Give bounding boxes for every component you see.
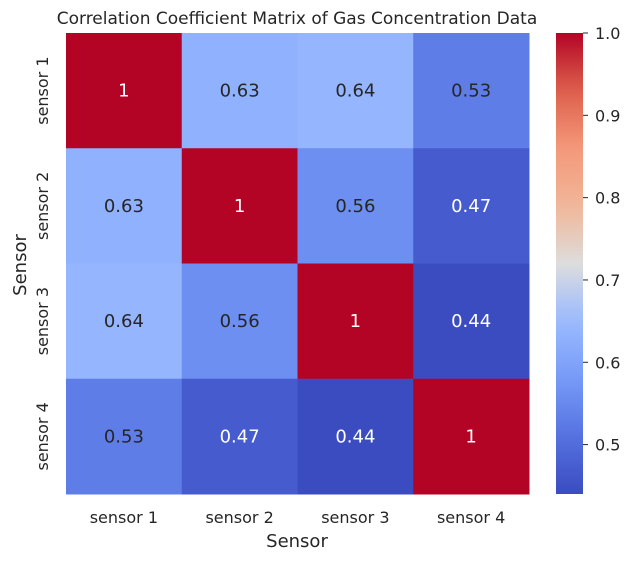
cell-annotation: 1 (350, 311, 361, 332)
heatmap-cell (66, 263, 183, 380)
cell-annotation: 1 (118, 81, 129, 102)
heatmap-cell (413, 148, 530, 264)
heatmap-cell (181, 263, 298, 380)
y-axis-label: Sensor (10, 234, 31, 296)
x-tick-label: sensor 2 (205, 508, 273, 527)
heatmap-cell (181, 378, 298, 495)
colorbar (556, 33, 583, 494)
heatmap-cell (413, 378, 530, 495)
cell-annotation: 1 (465, 426, 476, 447)
colorbar-tick-label: 1.0 (595, 24, 620, 43)
x-axis-label: Sensor (266, 531, 328, 552)
heatmap-cell (181, 33, 298, 149)
x-axis-ticks: sensor 1 sensor 2 sensor 3 sensor 4 (90, 508, 506, 527)
heatmap-cell (66, 33, 183, 149)
cell-annotation: 0.63 (104, 196, 144, 217)
chart-title: Correlation Coefficient Matrix of Gas Co… (57, 9, 538, 29)
cell-annotation: 0.64 (335, 81, 375, 102)
cell-annotation: 0.47 (220, 426, 260, 447)
cell-annotation: 0.44 (451, 311, 491, 332)
y-tick-label: sensor 1 (33, 56, 52, 124)
cell-annotation: 0.56 (220, 311, 260, 332)
cell-annotation: 0.63 (220, 81, 260, 102)
heatmap-cell (297, 33, 414, 149)
cell-annotation: 0.44 (335, 426, 375, 447)
y-tick-label: sensor 2 (33, 172, 52, 240)
y-axis-ticks: sensor 1 sensor 2 sensor 3 sensor 4 (33, 56, 52, 470)
cell-annotation: 0.56 (335, 196, 375, 217)
cell-annotations: 1 0.63 0.64 0.53 0.63 1 0.56 0.47 0.64 0.56 1 0.44 0… (104, 81, 491, 448)
cell-annotation: 0.47 (451, 196, 491, 217)
colorbar-tick-label: 0.8 (595, 189, 620, 208)
cell-annotation: 0.53 (451, 81, 491, 102)
heatmap-cell (66, 148, 183, 264)
cell-annotation: 1 (234, 196, 245, 217)
x-tick-label: sensor 1 (90, 508, 158, 527)
colorbar-ticks: 0.5 0.6 0.7 0.8 0.9 1.0 (583, 24, 620, 455)
heatmap-cell (413, 33, 530, 149)
heatmap-cell (297, 263, 414, 380)
x-tick-label: sensor 4 (437, 508, 505, 527)
cell-annotation: 0.53 (104, 426, 144, 447)
heatmap-cell (181, 148, 298, 264)
y-tick-label: sensor 3 (33, 287, 52, 355)
colorbar-tick-label: 0.5 (595, 436, 620, 455)
colorbar-tick-label: 0.7 (595, 271, 620, 290)
heatmap-cell (66, 378, 183, 495)
heatmap-cell (297, 148, 414, 264)
heatmap-cell (297, 378, 414, 495)
cell-annotation: 0.64 (104, 311, 144, 332)
heatmap-cell (413, 263, 530, 380)
colorbar-tick-label: 0.9 (595, 106, 620, 125)
x-tick-label: sensor 3 (321, 508, 389, 527)
colorbar-tick-label: 0.6 (595, 353, 620, 372)
heatmap-cells (66, 33, 530, 495)
y-tick-label: sensor 4 (33, 402, 52, 470)
